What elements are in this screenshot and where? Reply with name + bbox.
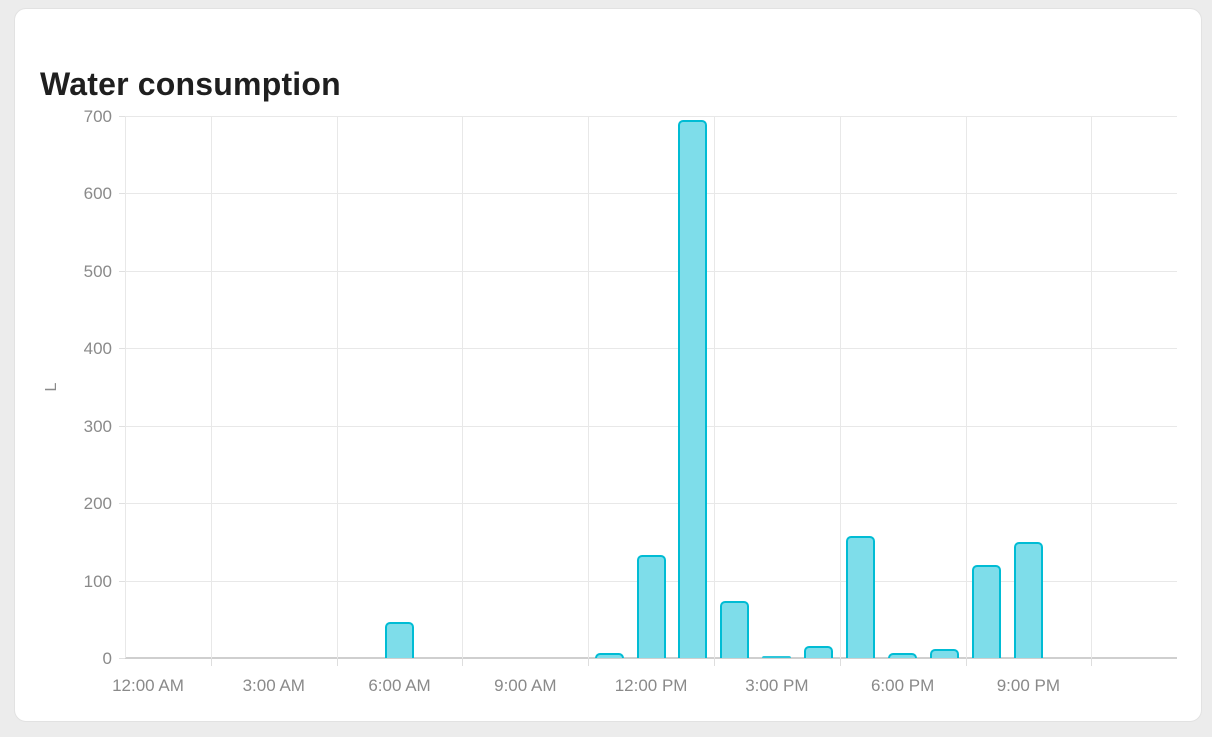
- y-axis-tick: [119, 580, 125, 582]
- y-axis-title: L: [43, 382, 60, 392]
- bar[interactable]: [888, 652, 918, 658]
- y-axis-tick: [119, 270, 125, 272]
- x-tick-label: 9:00 PM: [996, 676, 1061, 695]
- vertical-gridline: [965, 116, 967, 658]
- water-consumption-card: [14, 8, 1202, 722]
- horizontal-gridline: [125, 503, 1177, 505]
- x-axis-tick: [965, 658, 967, 666]
- horizontal-gridline: [125, 116, 1177, 117]
- bar[interactable]: [930, 649, 960, 658]
- x-axis-tick: [336, 658, 338, 666]
- y-axis-line: [125, 116, 126, 658]
- x-axis-tick: [588, 658, 590, 666]
- horizontal-gridline: [125, 425, 1177, 427]
- chart-title: Water consumption: [40, 66, 341, 103]
- y-tick-label: 0: [102, 649, 112, 668]
- x-tick-label: 12:00 PM: [614, 676, 688, 695]
- x-tick-label: 6:00 PM: [870, 676, 935, 695]
- horizontal-gridline: [125, 270, 1177, 272]
- x-tick-label: 3:00 AM: [242, 676, 305, 695]
- horizontal-gridline: [125, 348, 1177, 350]
- x-tick-label: 12:00 AM: [112, 676, 184, 695]
- x-axis-tick: [713, 658, 715, 666]
- x-tick-label: 9:00 AM: [494, 676, 557, 695]
- bar[interactable]: [971, 565, 1001, 658]
- y-tick-label: 600: [83, 184, 112, 204]
- bar[interactable]: [594, 653, 624, 658]
- bar[interactable]: [720, 601, 750, 658]
- x-axis-tick: [210, 658, 212, 666]
- y-tick-label: 500: [83, 261, 112, 281]
- x-tick-label: 6:00 AM: [368, 676, 431, 695]
- x-axis-tick: [1091, 658, 1093, 666]
- y-tick-label: 300: [83, 416, 112, 436]
- vertical-gridline: [336, 116, 338, 658]
- x-tick-label: 3:00 PM: [745, 676, 809, 695]
- y-axis-tick: [119, 425, 125, 427]
- bar[interactable]: [678, 119, 708, 658]
- bar[interactable]: [636, 555, 666, 658]
- y-axis-tick: [119, 658, 125, 659]
- bar[interactable]: [762, 656, 792, 658]
- horizontal-gridline: [125, 657, 1177, 659]
- y-tick-label: 400: [83, 339, 112, 359]
- y-tick-label: 100: [83, 571, 112, 591]
- vertical-gridline: [462, 116, 464, 658]
- vertical-gridline: [713, 116, 715, 658]
- vertical-gridline: [210, 116, 212, 658]
- vertical-gridline: [839, 116, 841, 658]
- y-tick-label: 700: [83, 107, 112, 126]
- bar[interactable]: [804, 645, 834, 658]
- y-axis-tick: [119, 348, 125, 350]
- y-axis-tick: [119, 503, 125, 505]
- y-axis-tick: [119, 193, 125, 195]
- bar[interactable]: [846, 536, 876, 658]
- x-axis-tick: [462, 658, 464, 666]
- bar[interactable]: [385, 622, 415, 658]
- vertical-gridline: [588, 116, 590, 658]
- horizontal-gridline: [125, 193, 1177, 195]
- bar[interactable]: [1013, 541, 1043, 658]
- y-tick-label: 200: [83, 494, 112, 514]
- y-axis-tick: [119, 116, 125, 117]
- x-axis-tick: [839, 658, 841, 666]
- vertical-gridline: [1091, 116, 1093, 658]
